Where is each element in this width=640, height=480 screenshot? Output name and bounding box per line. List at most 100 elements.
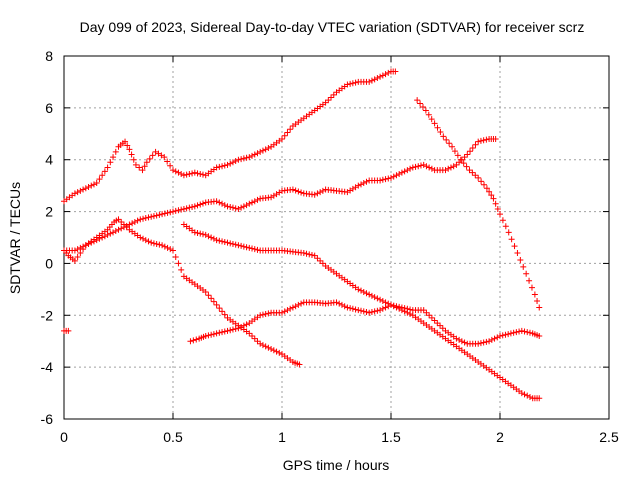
- series-sat-b: [61, 135, 499, 254]
- data-point: [268, 345, 275, 352]
- data-point: [401, 168, 408, 175]
- data-point: [153, 212, 160, 219]
- data-point: [371, 308, 378, 315]
- data-point: [246, 154, 253, 161]
- data-point: [238, 204, 245, 211]
- data-point: [90, 181, 97, 188]
- data-point: [202, 288, 209, 295]
- data-point: [197, 201, 204, 208]
- data-point: [439, 325, 446, 332]
- data-point: [308, 252, 315, 259]
- data-point: [254, 338, 261, 345]
- data-point: [238, 242, 245, 249]
- data-point: [392, 68, 399, 75]
- data-point: [292, 187, 299, 194]
- data-point: [194, 170, 201, 177]
- data-point: [221, 328, 228, 335]
- data-point: [194, 229, 201, 236]
- data-point: [279, 309, 285, 316]
- data-point: [431, 120, 438, 127]
- data-point: [240, 243, 247, 250]
- data-point: [347, 305, 354, 312]
- data-point: [205, 233, 212, 240]
- data-point: [472, 172, 479, 179]
- data-point: [514, 250, 521, 257]
- data-point: [422, 107, 429, 114]
- data-point: [77, 187, 84, 194]
- data-point: [382, 71, 389, 78]
- data-point: [377, 177, 384, 184]
- data-point: [497, 333, 503, 340]
- data-point: [71, 247, 78, 254]
- data-point: [216, 237, 223, 244]
- data-point: [251, 198, 258, 205]
- data-point: [358, 307, 365, 314]
- data-point: [120, 221, 127, 228]
- y-tick-label: 6: [45, 100, 53, 116]
- data-point: [172, 207, 179, 214]
- y-tick-label: -6: [41, 411, 54, 427]
- data-point: [457, 156, 464, 163]
- data-point: [417, 100, 424, 107]
- data-point: [232, 205, 239, 212]
- data-point: [536, 395, 543, 402]
- data-point: [167, 162, 174, 169]
- data-point: [289, 304, 296, 311]
- data-point: [390, 302, 397, 309]
- data-point: [314, 255, 321, 262]
- data-point: [254, 150, 261, 157]
- data-point: [118, 225, 125, 232]
- data-point: [246, 244, 253, 251]
- data-point: [210, 235, 217, 242]
- data-point: [146, 155, 153, 162]
- data-point: [358, 287, 365, 294]
- plot-frame: [63, 55, 610, 420]
- data-point: [229, 326, 236, 333]
- data-point: [202, 333, 209, 340]
- data-point: [224, 203, 231, 210]
- data-point: [112, 228, 119, 235]
- data-point: [161, 154, 168, 161]
- data-point: [451, 148, 458, 155]
- data-point: [93, 180, 100, 187]
- data-point: [190, 337, 197, 344]
- data-point: [352, 79, 359, 86]
- data-point: [443, 136, 450, 143]
- data-point: [440, 133, 447, 140]
- data-point: [221, 162, 228, 169]
- data-point: [202, 231, 209, 238]
- data-point: [355, 286, 362, 293]
- data-point: [516, 328, 523, 335]
- data-point: [494, 205, 501, 212]
- data-point: [251, 335, 258, 342]
- data-point: [140, 215, 147, 222]
- data-point: [355, 182, 362, 189]
- data-point: [469, 169, 476, 176]
- data-point: [491, 335, 498, 342]
- data-point: [219, 163, 226, 170]
- data-point: [219, 238, 226, 245]
- data-point: [180, 172, 187, 179]
- data-point: [186, 170, 193, 177]
- data-point: [317, 189, 324, 196]
- data-point: [159, 211, 166, 218]
- data-point: [502, 331, 509, 338]
- data-point: [183, 171, 190, 178]
- data-point: [521, 328, 528, 335]
- data-point: [428, 314, 435, 321]
- data-point: [478, 178, 485, 185]
- data-point: [164, 158, 171, 165]
- data-point: [344, 304, 351, 311]
- data-point: [453, 335, 460, 342]
- data-point: [129, 220, 136, 227]
- data-point: [262, 310, 269, 317]
- data-point: [205, 292, 212, 299]
- data-point: [434, 320, 441, 327]
- data-point: [208, 331, 215, 338]
- data-point: [178, 266, 185, 273]
- data-point: [528, 284, 535, 291]
- data-point: [197, 170, 204, 177]
- data-point: [360, 180, 367, 187]
- data-point: [238, 156, 245, 163]
- data-point: [254, 196, 261, 203]
